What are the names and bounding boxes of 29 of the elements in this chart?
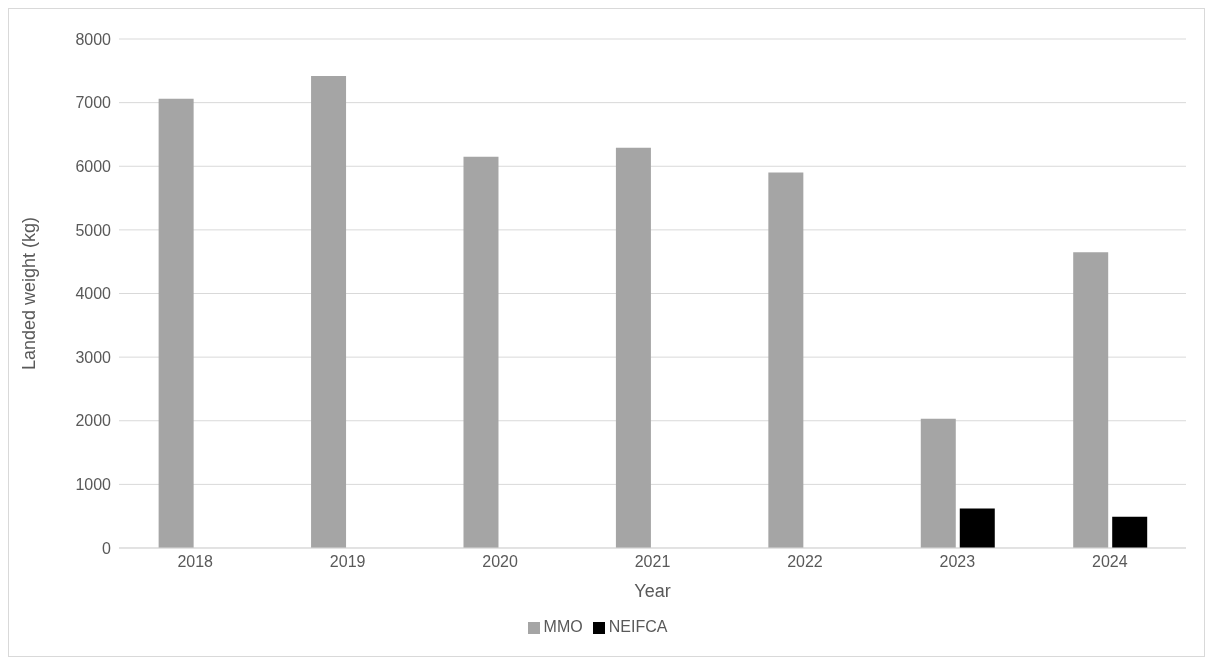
- y-tick-label: 0: [102, 539, 112, 557]
- legend-label: MMO: [543, 618, 583, 635]
- x-tick-label: 2021: [634, 553, 671, 571]
- y-tick-label: 2000: [75, 412, 112, 430]
- y-tick-label: 8000: [75, 30, 112, 48]
- bar: [158, 98, 194, 548]
- bar: [463, 156, 499, 548]
- bar: [768, 172, 804, 548]
- bar: [1112, 516, 1148, 548]
- x-tick-label: 2024: [1091, 553, 1128, 571]
- y-tick-label: 1000: [75, 476, 112, 494]
- x-tick-label: 2018: [177, 553, 214, 571]
- x-tick-label: 2019: [329, 553, 366, 571]
- y-tick-label: 6000: [75, 157, 112, 175]
- y-tick-label: 5000: [75, 221, 112, 239]
- x-axis-title: Year: [634, 580, 671, 601]
- y-axis-title: Landed weight (kg): [19, 216, 40, 371]
- y-tick-label: 3000: [75, 348, 112, 366]
- y-tick-label: 4000: [75, 285, 112, 303]
- bar: [615, 147, 651, 548]
- bar: [920, 418, 956, 548]
- x-tick-label: 2023: [939, 553, 976, 571]
- bar: [311, 75, 347, 548]
- x-tick-label: 2020: [482, 553, 518, 571]
- legend-label: NEIFCA: [608, 618, 668, 635]
- y-tick-label: 7000: [75, 94, 112, 112]
- bar: [1073, 252, 1109, 548]
- bar: [959, 508, 995, 548]
- x-tick-label: 2022: [787, 553, 823, 571]
